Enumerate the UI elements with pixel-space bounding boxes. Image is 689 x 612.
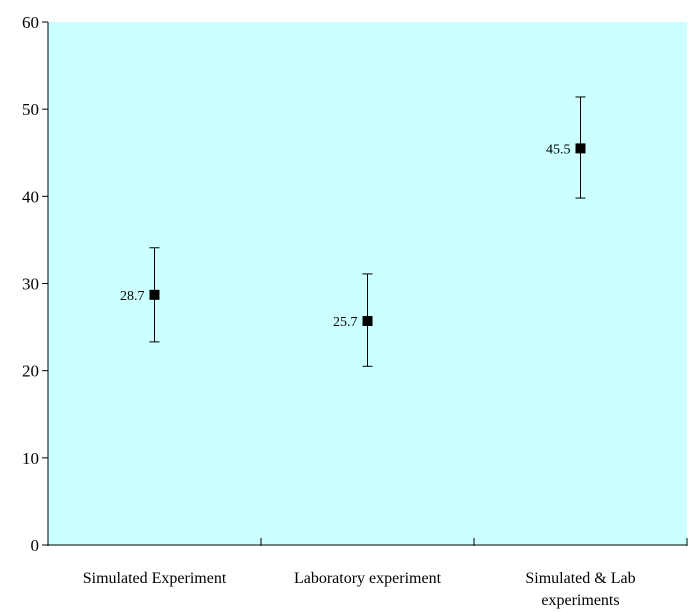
y-tick-label: 60 [22,13,39,32]
data-label: 25.7 [333,315,358,330]
y-axis: 0 10 20 30 40 50 60 [22,13,49,555]
data-series: 28.7 25.7 45.5 [120,96,586,367]
x-axis: Simulated Experiment Laboratory experimen… [47,538,688,609]
x-category-label: Simulated Experiment [83,570,227,587]
y-tick-label: 30 [22,275,39,294]
data-label: 28.7 [120,289,145,304]
y-tick-label: 40 [22,187,39,206]
y-tick-label: 0 [31,536,40,555]
y-tick-label: 50 [22,100,39,119]
x-category-label: Laboratory experiment [294,570,442,587]
x-category-label: Simulated & Lab [525,570,635,587]
y-tick-label: 10 [22,449,39,468]
data-point [362,315,373,326]
data-point [149,289,160,300]
y-tick-label: 20 [22,362,39,381]
data-point [575,143,586,154]
x-category-label: experiments [541,592,619,609]
data-label: 45.5 [546,142,571,157]
